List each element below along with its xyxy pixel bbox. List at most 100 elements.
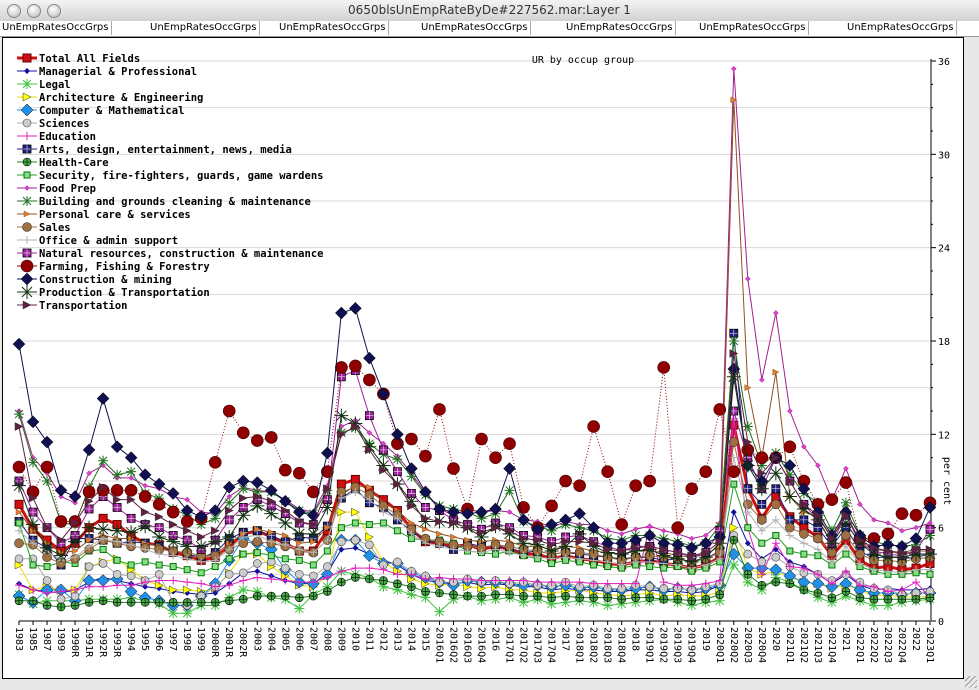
series-farming-fishing-forestry-point [278, 463, 292, 477]
series-legal-point [560, 597, 571, 608]
series-security-fire-fighters-guards-game-wardens-point [99, 545, 107, 553]
series-transportation-point [477, 527, 487, 537]
series-security-fire-fighters-guards-game-wardens-point [253, 549, 261, 557]
y-tick-label: 24 [938, 244, 950, 255]
y-tick-label: 6 [938, 524, 944, 535]
series-transportation-point [449, 518, 459, 528]
series-production-transportation-point [236, 508, 251, 523]
series-production-transportation-point [264, 506, 279, 521]
series-farming-fishing-forestry-point [587, 420, 600, 433]
series-construction-mining-point [124, 451, 138, 465]
series-personal-care-services-point [436, 530, 444, 538]
series-office-admin-support-point [911, 565, 920, 574]
window-titlebar: 0650blsUnEmpRateByDe#227562.mar:Layer 1 [0, 0, 979, 22]
x-tick-label: 2017Q2 [518, 627, 529, 663]
series-architecture-engineering-point [337, 507, 346, 517]
series-construction-mining-point [461, 507, 474, 521]
layer-tab[interactable]: UnEmpRatesOccGrps [277, 21, 389, 35]
series-construction-mining-point [236, 474, 250, 488]
resize-grip[interactable] [965, 676, 977, 688]
series-food-prep-point [184, 496, 191, 503]
series-personal-care-services-point [450, 533, 458, 541]
series-farming-fishing-forestry-point [699, 465, 713, 478]
series-health-care-point-cross [911, 595, 920, 604]
x-tick-label: 2020Q4 [756, 627, 767, 663]
series-security-fire-fighters-guards-game-wardens-point [309, 561, 317, 569]
series-health-care-point-cross [715, 590, 724, 599]
layer-tab[interactable]: UnEmpRatesOccGrps [0, 21, 112, 35]
layer-tab[interactable]: UnEmpRatesOccGrps [697, 21, 809, 35]
series-legal-point [742, 577, 753, 588]
series-production-transportation-point [880, 550, 895, 565]
series-building-and-grounds-cleaning-maintenance-point [504, 485, 515, 496]
series-office-admin-support-point [926, 565, 934, 574]
series-farming-fishing-forestry-point [152, 498, 166, 511]
series-production-transportation-point [278, 516, 293, 530]
series-production-transportation-point [208, 534, 223, 549]
series-legal-point [882, 600, 893, 611]
series-security-fire-fighters-guards-game-wardens-point [15, 519, 23, 527]
series-farming-fishing-forestry-point [909, 508, 923, 522]
series-security-fire-fighters-guards-game-wardens-point [113, 556, 121, 564]
layer-tab[interactable]: UnEmpRatesOccGrps [564, 21, 676, 35]
series-farming-fishing-forestry-point [615, 518, 628, 531]
x-tick-label: 1985 [27, 627, 38, 651]
legend-marker [23, 171, 31, 179]
legend-label: Production & Transportation [39, 287, 210, 299]
series-transportation-point [42, 523, 52, 533]
zoom-window-button[interactable] [47, 4, 61, 18]
minimize-window-button[interactable] [27, 4, 41, 18]
series-legal-point [322, 581, 333, 592]
series-sciences-point [323, 562, 332, 571]
series-transportation-point [813, 510, 823, 520]
series-health-care-point-cross [575, 593, 584, 602]
series-natural-resources-construction-maintenance-point-cross [85, 505, 94, 513]
series-building-and-grounds-cleaning-maintenance-point [14, 409, 24, 420]
series-office-admin-support-point [309, 548, 318, 557]
series-legal-point [42, 595, 53, 606]
series-food-prep-point [142, 482, 148, 489]
series-sales-point [855, 549, 865, 559]
series-education-point [253, 573, 262, 582]
series-building-and-grounds-cleaning-maintenance-point [252, 486, 263, 497]
series-sales-point [771, 499, 781, 510]
series-security-fire-fighters-guards-game-wardens-point [281, 555, 289, 563]
series-office-admin-support-point [183, 554, 192, 563]
series-office-admin-support-point [589, 556, 598, 565]
series-farming-fishing-forestry-point [755, 451, 769, 464]
series-farming-fishing-forestry-point [321, 465, 334, 478]
series-office-admin-support-point [155, 550, 164, 559]
series-construction-mining-point [278, 494, 292, 508]
series-production-transportation-point [306, 526, 321, 541]
series-architecture-engineering-point [182, 585, 192, 595]
series-legal-point [434, 606, 445, 617]
x-tick-label: 2021Q2 [798, 627, 809, 663]
series-health-care-point-cross [603, 593, 612, 602]
series-construction-mining-point [194, 510, 208, 524]
series-education-point [911, 578, 920, 587]
series-education-point [169, 576, 178, 585]
x-tick-label: 1999 [195, 627, 206, 651]
series-transportation-point [519, 534, 529, 543]
layer-tab[interactable]: UnEmpRatesOccGrps [845, 21, 957, 35]
series-managerial-professional-point [352, 544, 359, 551]
series-office-admin-support-point [407, 529, 416, 538]
layer-tab[interactable]: UnEmpRatesOccGrps [419, 21, 531, 35]
series-education-point [393, 570, 402, 579]
series-legal-point [630, 597, 641, 608]
series-education-point [211, 582, 220, 591]
layer-tab[interactable]: UnEmpRatesOccGrps [148, 21, 260, 35]
y-tick-label: 0 [938, 617, 944, 628]
series-office-admin-support-point [337, 494, 346, 503]
series-education-point [29, 585, 38, 594]
series-production-transportation-point [54, 548, 69, 563]
series-food-prep-point [913, 524, 919, 531]
series-computer-mathematical-point [124, 585, 138, 598]
series-production-transportation-point [768, 466, 783, 481]
series-food-prep-point [885, 520, 891, 526]
legend-label: Construction & mining [39, 274, 172, 286]
close-window-button[interactable] [7, 4, 21, 18]
series-security-fire-fighters-guards-game-wardens-point [239, 550, 247, 558]
series-office-admin-support-point [491, 545, 500, 554]
series-transportation-point [70, 518, 80, 528]
